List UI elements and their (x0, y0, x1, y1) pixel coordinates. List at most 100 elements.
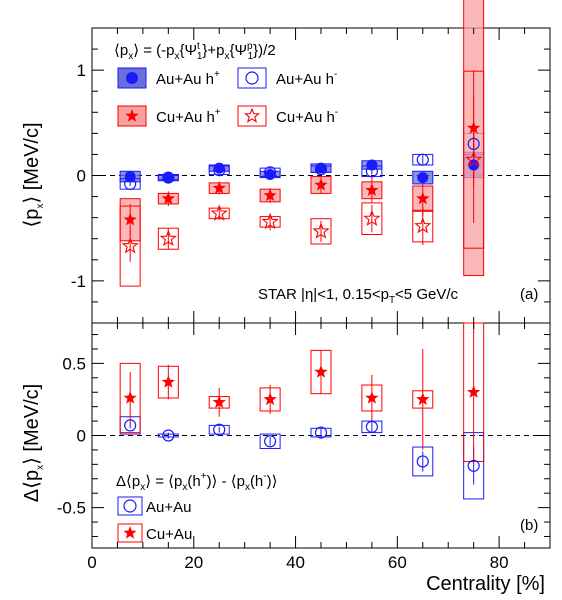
panel-a-error-bars (129, 70, 475, 262)
panel-a-y-ticks: -1 0 1 (71, 27, 550, 303)
syst-box (119, 362, 141, 434)
legend-cu-hminus-label: Cu+Au h- (276, 107, 338, 126)
panel-a-label: (a) (520, 286, 538, 303)
data-point (365, 183, 379, 196)
panel-b: -0.5 0 0.5 0 20 40 60 80 Δ⟨px⟩ = ⟨px(h+)⟩ - ⟨p… (21, 28, 551, 595)
data-point (264, 435, 277, 448)
panel-b-label: (b) (520, 517, 538, 534)
data-point (314, 163, 328, 176)
data-point (416, 153, 429, 166)
data-point (123, 212, 137, 226)
data-point (365, 391, 379, 404)
data-point (365, 420, 378, 433)
legend-cu-hminus-box (237, 105, 267, 127)
data-point (162, 171, 175, 184)
x-tick-label: 40 (286, 553, 305, 572)
data-point (416, 392, 430, 406)
data-point (465, 150, 483, 168)
legend-cu-hplus-label: Cu+Au h+ (156, 107, 221, 126)
panel-a-ylabel: ⟨px⟩ [MeV/c] (21, 122, 46, 227)
legend-entry-cu-hplus: Cu+Au h+ (117, 105, 221, 127)
data-point (314, 365, 328, 378)
panel-a-syst-boxes (119, 0, 485, 287)
legend-entry-au-au: Au+Au (117, 496, 191, 516)
panel-b-formula: Δ⟨px⟩ = ⟨px(h+)⟩ - ⟨px(h-)⟩ (116, 471, 277, 493)
data-point (213, 164, 226, 177)
data-point (467, 459, 480, 472)
legend-entry-cu-hminus: Cu+Au h- (237, 105, 338, 127)
data-point (161, 375, 175, 388)
data-point (314, 177, 328, 191)
data-point (365, 165, 378, 178)
legend-au-au-label: Au+Au (146, 499, 191, 516)
legend-au-hplus-marker (126, 72, 138, 84)
data-point (263, 188, 277, 202)
data-point (468, 159, 480, 171)
data-point (162, 172, 174, 184)
legend-cu-au-marker (123, 526, 137, 539)
data-point (417, 172, 429, 184)
panel-b-ylabel: Δ⟨px⟩ [MeV/c] (21, 384, 46, 502)
data-point (414, 216, 432, 234)
y-tick-label: 0 (77, 167, 86, 186)
panel-b-markers (123, 365, 481, 472)
y-tick-label: 0 (77, 427, 86, 446)
legend-au-hminus-marker (245, 71, 259, 85)
legend-au-hplus-label: Au+Au h+ (156, 69, 220, 88)
x-tick-label: 0 (87, 553, 96, 572)
panel-a: -1 0 1 ⟨px⟩ = (-px{Ψt 1}+px{Ψp 1})/2 Au+Au h… (21, 0, 551, 324)
y-tick-label: -0.5 (57, 499, 86, 518)
y-tick-label: -1 (71, 272, 86, 291)
data-point (212, 395, 226, 408)
x-tick-label: 80 (490, 553, 509, 572)
x-tick-label: 60 (388, 553, 407, 572)
data-point (162, 429, 175, 442)
data-point (121, 237, 139, 254)
x-axis-ticks: 0 20 40 60 80 (87, 28, 551, 572)
data-point (416, 455, 429, 468)
data-point (366, 159, 378, 171)
data-point (124, 177, 137, 191)
data-point (264, 166, 277, 179)
y-tick-label: 1 (77, 61, 86, 80)
data-point (124, 419, 137, 432)
data-point (314, 426, 328, 439)
panel-a-legend: Au+Au h+ Au+Au h- Cu+Au h+ Cu+Au h- (117, 67, 338, 127)
legend-cu-hminus-marker (243, 107, 261, 123)
panel-b-y-ticks: -0.5 0 0.5 (57, 334, 550, 537)
syst-box (259, 433, 281, 449)
legend-au-hminus-box (237, 67, 267, 89)
data-point (467, 121, 481, 134)
data-point (467, 137, 480, 150)
data-point (159, 229, 177, 247)
syst-box (208, 424, 230, 435)
legend-au-au-marker (123, 499, 137, 513)
y-tick-label: 0.5 (62, 354, 86, 373)
legend-entry-au-hplus: Au+Au h+ (117, 67, 220, 89)
legend-cu-hplus-marker (125, 109, 139, 122)
legend-entry-cu-au: Cu+Au (117, 523, 192, 543)
data-point (312, 222, 330, 239)
data-point (213, 423, 226, 436)
legend-au-au-box (117, 496, 143, 516)
panel-b-legend: Au+Au Cu+Au (117, 496, 192, 543)
data-point (161, 191, 175, 205)
x-axis-title: Centrality [%] (426, 573, 545, 595)
syst-box (310, 218, 332, 245)
data-point (416, 191, 430, 205)
data-point (315, 162, 327, 174)
data-point (210, 204, 228, 221)
panel-a-annotation: STAR |η|<1, 0.15<pT<5 GeV/c (258, 286, 458, 306)
x-tick-label: 20 (184, 553, 203, 572)
panel-a-markers (121, 121, 483, 254)
legend-au-hminus-label: Au+Au h- (276, 69, 337, 88)
data-point (467, 385, 481, 398)
data-point (363, 209, 381, 227)
data-point (261, 212, 279, 230)
legend-cu-au-box (117, 523, 143, 543)
data-point (263, 392, 277, 406)
panel-a-formula: ⟨px⟩ = (-px{Ψt 1}+px{Ψp 1})/2 (114, 41, 276, 62)
data-point (212, 181, 226, 194)
legend-entry-au-hminus: Au+Au h- (237, 67, 337, 89)
